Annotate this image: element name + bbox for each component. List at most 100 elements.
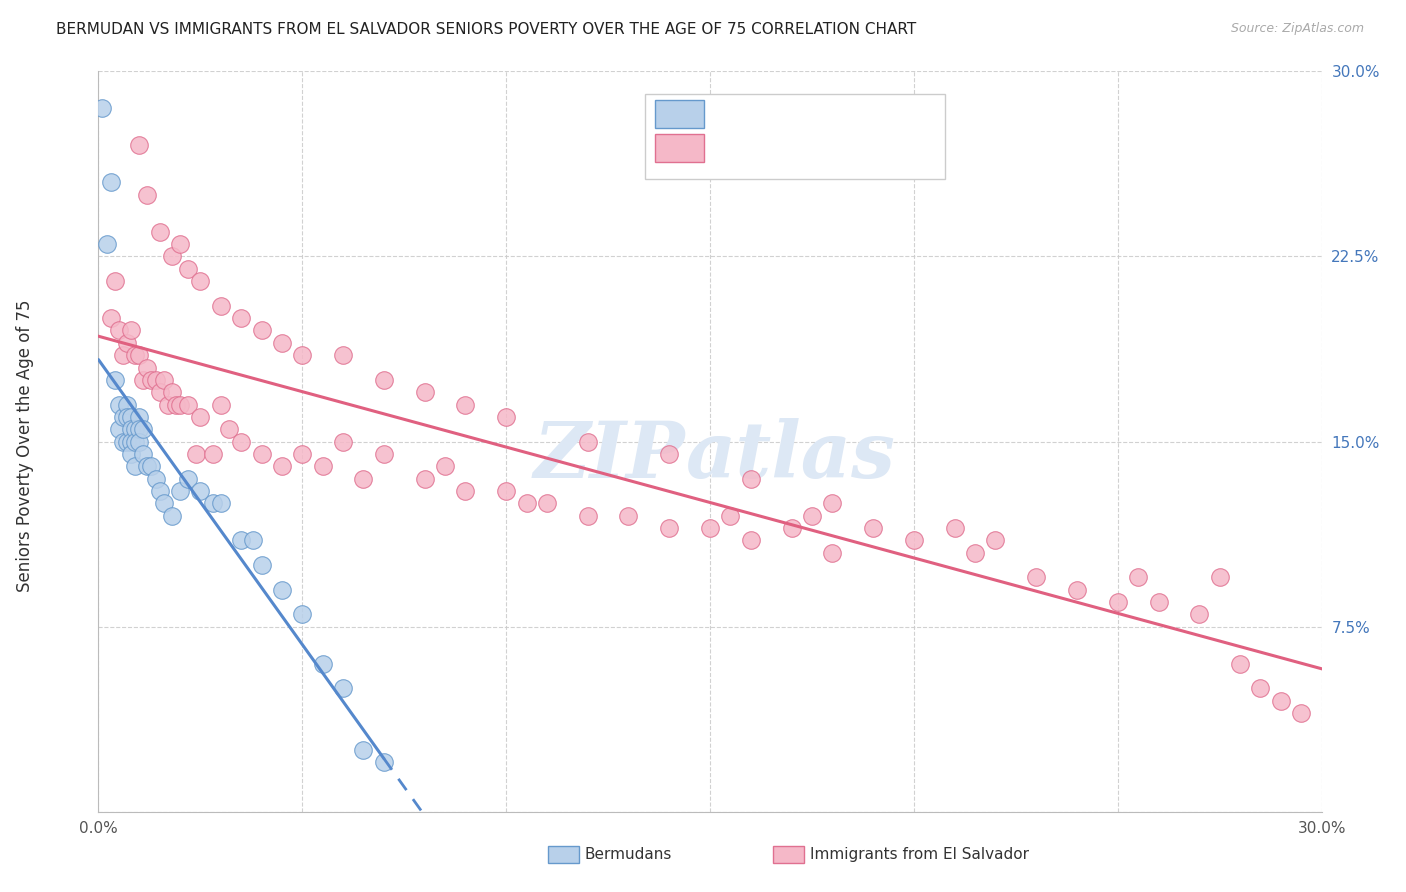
- Point: [96, 237, 118, 252]
- Text: ZIP: ZIP: [534, 418, 686, 494]
- Point: [108, 324, 131, 338]
- Point: [201, 447, 224, 461]
- Point: [1249, 681, 1271, 696]
- Point: [177, 261, 200, 276]
- Point: [111, 348, 134, 362]
- Point: [209, 299, 232, 313]
- Text: Seniors Poverty Over the Age of 75: Seniors Poverty Over the Age of 75: [17, 300, 34, 592]
- Point: [160, 385, 183, 400]
- Point: [1147, 595, 1170, 609]
- Point: [165, 397, 187, 411]
- FancyBboxPatch shape: [645, 94, 945, 178]
- Point: [373, 447, 395, 461]
- Text: N =: N =: [848, 105, 886, 123]
- Point: [291, 348, 314, 362]
- Point: [108, 397, 131, 411]
- Point: [152, 373, 174, 387]
- Point: [108, 422, 131, 436]
- Point: [454, 397, 477, 411]
- Point: [128, 409, 150, 424]
- Point: [169, 237, 191, 252]
- Point: [124, 459, 146, 474]
- Point: [177, 471, 200, 485]
- Point: [152, 496, 174, 510]
- Point: [332, 434, 354, 449]
- Point: [104, 373, 127, 387]
- Text: R =: R =: [718, 138, 755, 157]
- Point: [495, 483, 517, 498]
- Text: atlas: atlas: [686, 418, 896, 494]
- Point: [516, 496, 538, 510]
- Point: [115, 409, 138, 424]
- Point: [242, 533, 264, 548]
- Point: [1066, 582, 1088, 597]
- Point: [149, 385, 172, 400]
- Point: [188, 409, 212, 424]
- Point: [111, 409, 134, 424]
- Text: N =: N =: [848, 138, 886, 157]
- Point: [120, 324, 142, 338]
- Point: [149, 483, 172, 498]
- Point: [291, 447, 314, 461]
- Point: [943, 521, 966, 535]
- Point: [145, 471, 167, 485]
- Point: [332, 681, 354, 696]
- Point: [495, 409, 517, 424]
- Point: [413, 471, 436, 485]
- Point: [1107, 595, 1129, 609]
- Point: [250, 324, 273, 338]
- Point: [780, 521, 803, 535]
- Point: [1291, 706, 1313, 720]
- Point: [718, 508, 742, 523]
- Point: [1025, 570, 1047, 584]
- Point: [156, 397, 179, 411]
- Point: [413, 385, 436, 400]
- Text: R =: R =: [718, 105, 755, 123]
- Point: [149, 225, 172, 239]
- Point: [132, 422, 155, 436]
- Point: [250, 558, 273, 572]
- Point: [617, 508, 640, 523]
- Point: [965, 546, 987, 560]
- Point: [120, 422, 142, 436]
- Point: [120, 409, 142, 424]
- Point: [188, 274, 212, 288]
- Point: [270, 582, 294, 597]
- Point: [115, 335, 138, 350]
- Text: -0.084: -0.084: [752, 138, 813, 157]
- Point: [1209, 570, 1232, 584]
- Point: [128, 434, 150, 449]
- Point: [270, 335, 294, 350]
- Text: Bermudans: Bermudans: [585, 847, 672, 862]
- Point: [177, 397, 200, 411]
- Point: [100, 175, 122, 190]
- Point: [160, 508, 183, 523]
- Text: 43: 43: [884, 105, 907, 123]
- Point: [141, 373, 163, 387]
- Point: [740, 533, 762, 548]
- Point: [658, 521, 681, 535]
- Point: [128, 422, 150, 436]
- Point: [231, 533, 253, 548]
- Point: [132, 447, 155, 461]
- Point: [1128, 570, 1150, 584]
- Point: [312, 657, 335, 671]
- Point: [903, 533, 925, 548]
- Point: [115, 397, 138, 411]
- Bar: [655, 100, 704, 128]
- Point: [231, 311, 253, 326]
- Point: [124, 348, 146, 362]
- Point: [231, 434, 253, 449]
- Point: [576, 508, 599, 523]
- Point: [124, 434, 146, 449]
- Point: [1229, 657, 1251, 671]
- Point: [136, 459, 159, 474]
- Bar: [655, 134, 704, 161]
- Text: Immigrants from El Salvador: Immigrants from El Salvador: [810, 847, 1029, 862]
- Point: [186, 447, 208, 461]
- Point: [128, 348, 150, 362]
- Point: [209, 496, 232, 510]
- Point: [136, 187, 159, 202]
- Point: [201, 496, 224, 510]
- Point: [1270, 694, 1292, 708]
